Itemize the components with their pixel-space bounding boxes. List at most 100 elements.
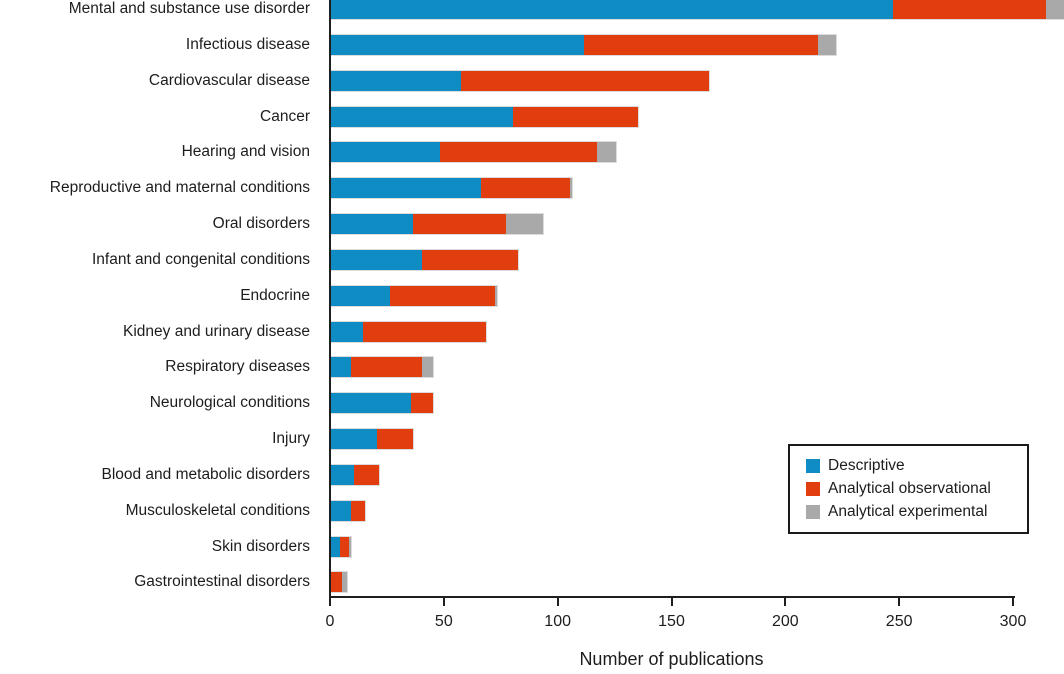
bar-row-infectious-disease	[329, 34, 838, 57]
bar-row-gastrointestinal-disorders	[330, 571, 348, 594]
bar-segment-analytical-observational	[351, 357, 423, 378]
bar-segment-descriptive	[331, 249, 423, 270]
bar-segment-analytical-observational	[340, 536, 350, 557]
x-tick-label-250: 250	[885, 613, 913, 630]
x-tick-300	[1012, 598, 1014, 606]
legend-item-analytical-experimental: Analytical experimental	[806, 503, 1027, 521]
x-tick-100	[556, 598, 559, 606]
category-label-oral-disorders: Oral disorders	[212, 215, 310, 233]
legend-swatch-analytical-observational	[806, 482, 820, 496]
y-axis-line	[329, 0, 331, 598]
bar-row-kidney-and-urinary-disease	[330, 320, 487, 343]
legend: Descriptive Analytical observational Analy…	[788, 444, 1029, 534]
category-label-injury: Injury	[272, 430, 310, 448]
bar-segment-descriptive	[331, 35, 584, 56]
category-label-infectious-disease: Infectious disease	[185, 36, 310, 54]
bar-segment-descriptive	[331, 106, 514, 127]
x-tick-50	[442, 598, 445, 606]
bar-segment-analytical-experimental	[597, 142, 616, 163]
category-label-infant-and-congenital-conditions: Infant and congenital conditions	[91, 250, 310, 268]
category-label-kidney-and-urinary-disease: Kidney and urinary disease	[123, 322, 310, 340]
x-axis-title: Number of publications	[579, 649, 764, 669]
category-label-respiratory-diseases: Respiratory diseases	[165, 358, 310, 376]
x-tick-label-150: 150	[658, 613, 685, 630]
bar-row-reproductive-and-maternal-conditions	[329, 177, 574, 200]
bar-segment-analytical-observational	[513, 106, 639, 127]
bar-segment-descriptive	[331, 142, 441, 163]
bar-segment-analytical-experimental	[342, 572, 347, 593]
bar-segment-analytical-experimental	[570, 178, 573, 199]
category-label-cancer: Cancer	[260, 107, 310, 125]
legend-swatch-analytical-experimental	[806, 505, 820, 519]
category-label-neurological-conditions: Neurological conditions	[149, 394, 310, 412]
x-tick-0	[329, 598, 331, 606]
x-tick-label-0: 0	[325, 613, 335, 630]
legend-item-descriptive: Descriptive	[806, 457, 1027, 475]
bar-row-infant-and-congenital-conditions	[330, 248, 519, 271]
category-label-mental-and-substance-use-disorder: Mental and substance use disorder	[68, 0, 310, 18]
category-label-endocrine: Endocrine	[240, 286, 310, 304]
bar-row-injury	[330, 428, 414, 451]
bar-segment-descriptive	[331, 285, 391, 306]
x-tick-label-300: 300	[999, 613, 1027, 630]
bar-segment-analytical-observational	[331, 572, 343, 593]
bar-segment-descriptive	[331, 357, 352, 378]
legend-label-analytical-observational: Analytical observational	[828, 480, 991, 497]
bar-segment-analytical-observational	[376, 429, 413, 450]
bar-segment-analytical-observational	[353, 464, 379, 485]
category-label-reproductive-and-maternal-conditions: Reproductive and maternal conditions	[49, 179, 310, 197]
bar-segment-descriptive	[331, 536, 341, 557]
bar-row-neurological-conditions	[329, 392, 435, 415]
x-tick-label-200: 200	[771, 613, 799, 630]
bar-segment-analytical-experimental	[818, 35, 837, 56]
bar-segment-analytical-observational	[351, 500, 366, 521]
bar-row-respiratory-diseases	[329, 356, 435, 379]
bar-segment-descriptive	[331, 0, 894, 20]
x-tick-250	[898, 598, 901, 606]
category-label-gastrointestinal-disorders: Gastrointestinal disorders	[134, 573, 310, 591]
legend-item-analytical-observational: Analytical observational	[806, 480, 1027, 498]
bar-segment-analytical-observational	[440, 142, 598, 163]
bar-segment-analytical-observational	[481, 178, 571, 199]
x-tick-label-50: 50	[434, 613, 453, 630]
legend-label-descriptive: Descriptive	[828, 457, 905, 474]
bar-segment-analytical-observational	[893, 0, 1046, 20]
x-tick-200	[784, 598, 787, 606]
legend-swatch-descriptive	[806, 459, 820, 473]
x-tick-label-100: 100	[544, 613, 571, 630]
bar-row-cardiovascular-disease	[330, 69, 710, 92]
bar-segment-descriptive	[331, 393, 411, 414]
bar-segment-analytical-observational	[422, 249, 518, 270]
category-label-skin-disorders: Skin disorders	[211, 537, 310, 555]
bar-segment-analytical-observational	[410, 393, 434, 414]
bar-segment-descriptive	[331, 500, 352, 521]
bar-row-mental-and-substance-use-disorder	[329, 0, 1064, 21]
bar-segment-descriptive	[331, 321, 363, 342]
bar-segment-analytical-experimental	[506, 214, 543, 235]
category-label-blood-and-metabolic-disorders: Blood and metabolic disorders	[101, 465, 310, 483]
bar-segment-analytical-observational	[460, 70, 709, 91]
bar-row-blood-and-metabolic-disorders	[330, 463, 380, 486]
bar-segment-analytical-experimental	[422, 357, 434, 378]
bar-segment-analytical-experimental	[349, 536, 352, 557]
bar-row-endocrine	[329, 284, 499, 307]
bar-row-oral-disorders	[330, 213, 544, 236]
legend-label-analytical-experimental: Analytical experimental	[828, 503, 988, 520]
category-label-musculoskeletal-conditions: Musculoskeletal conditions	[125, 501, 310, 519]
bar-segment-descriptive	[331, 214, 413, 235]
bar-row-cancer	[329, 105, 640, 128]
bar-segment-descriptive	[331, 464, 354, 485]
bar-segment-analytical-observational	[362, 321, 486, 342]
bar-segment-analytical-observational	[412, 214, 507, 235]
bar-row-skin-disorders	[329, 535, 353, 558]
x-tick-150	[670, 598, 673, 606]
bar-segment-descriptive	[331, 178, 482, 199]
category-label-hearing-and-vision: Hearing and vision	[181, 143, 310, 161]
bar-segment-analytical-observational	[583, 35, 819, 56]
bar-segment-descriptive	[331, 70, 461, 91]
bar-segment-descriptive	[331, 429, 377, 450]
x-axis-line	[329, 596, 1015, 598]
bar-row-musculoskeletal-conditions	[329, 499, 367, 522]
category-label-cardiovascular-disease: Cardiovascular disease	[148, 71, 310, 89]
